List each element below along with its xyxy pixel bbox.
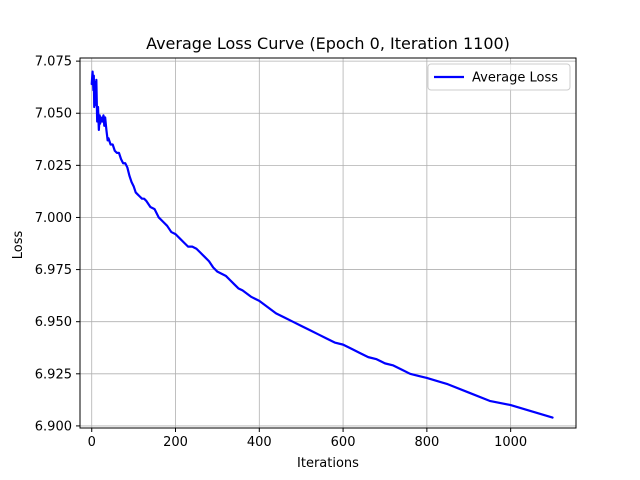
series-line-average-loss [90, 70, 554, 419]
grid-lines [80, 58, 576, 428]
x-tick-label: 800 [414, 435, 439, 450]
chart-title: Average Loss Curve (Epoch 0, Iteration 1… [146, 34, 510, 53]
x-tick-label: 1000 [494, 435, 527, 450]
y-tick-label: 7.050 [35, 107, 72, 122]
y-tick-label: 6.925 [35, 367, 72, 382]
y-tick-label: 7.000 [35, 211, 72, 226]
x-tick-label: 200 [163, 435, 188, 450]
y-tick-label: 7.025 [35, 159, 72, 174]
x-tick-label: 400 [247, 435, 272, 450]
legend-label: Average Loss [472, 71, 558, 86]
y-axis-ticks: 6.900 6.925 6.950 6.975 7.000 7.025 7.050 7.075 [35, 55, 80, 434]
x-tick-label: 0 [88, 435, 96, 450]
series-group [90, 70, 554, 419]
y-tick-label: 6.975 [35, 263, 72, 278]
y-axis-label: Loss [11, 231, 26, 260]
x-axis-label: Iterations [297, 456, 359, 471]
y-tick-label: 6.950 [35, 315, 72, 330]
x-tick-label: 600 [331, 435, 356, 450]
legend-box [427, 63, 571, 91]
legend: Average Loss [427, 63, 571, 91]
x-axis-ticks: 0 200 400 600 800 1000 [88, 428, 527, 450]
plot-area-frame [79, 57, 577, 429]
y-tick-label: 7.075 [35, 55, 72, 70]
y-tick-label: 6.900 [35, 419, 72, 434]
